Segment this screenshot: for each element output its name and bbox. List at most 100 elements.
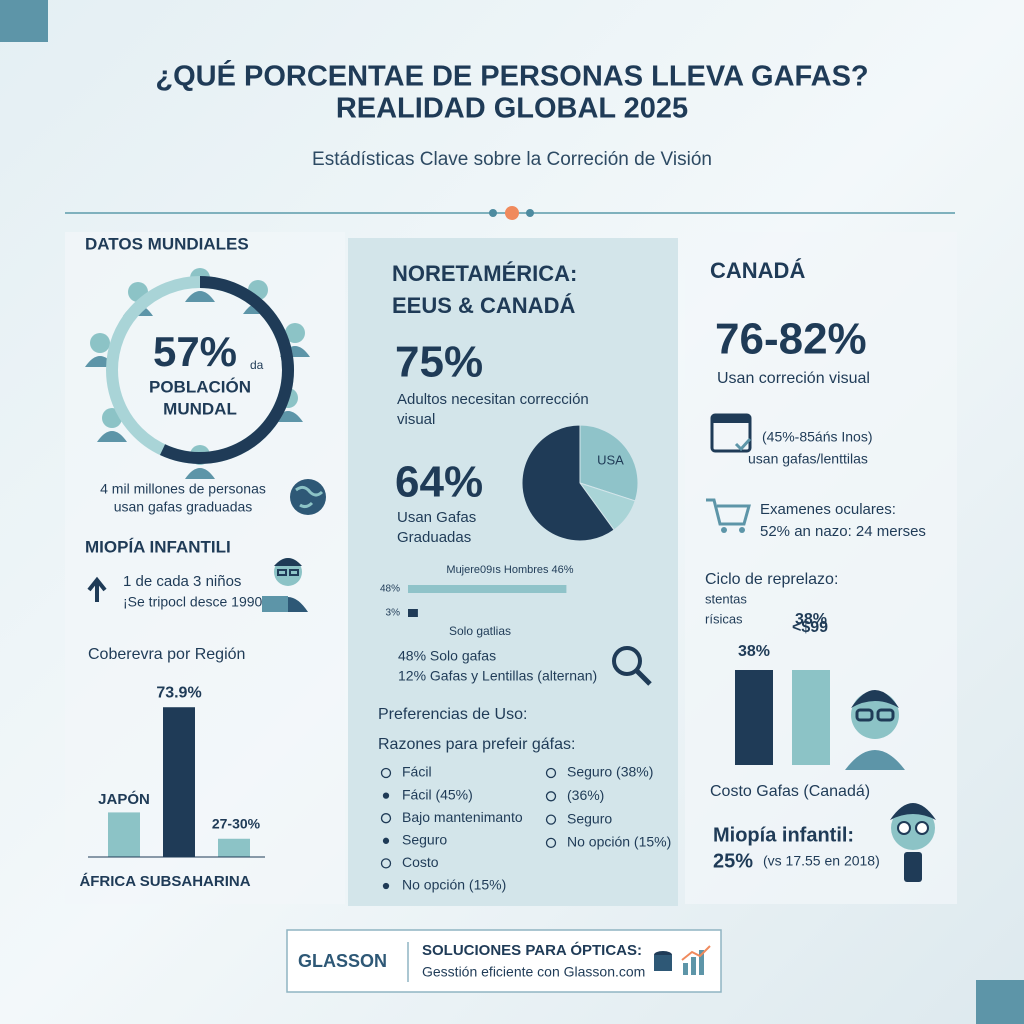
person-icon: [845, 690, 905, 770]
text: (45%-85áńs Inos): [762, 429, 873, 445]
value-label: 38%: [738, 643, 770, 660]
title: ¿QUÉ PORCENTAE DE PERSONAS LLEVA GAFAS?: [155, 59, 868, 93]
text: Usan correción visual: [717, 370, 870, 387]
heading: NORETAMÉRICA:: [392, 261, 577, 286]
kid-icon: [890, 803, 936, 882]
list-item: (36%): [567, 787, 604, 803]
magnifier-icon: [612, 646, 652, 686]
person-head: [90, 333, 110, 353]
list-item: Seguro (38%): [567, 764, 653, 780]
list-item: Seguro: [567, 810, 612, 826]
bullet: [545, 791, 557, 802]
big-stat: 57%: [153, 328, 237, 375]
bar: [735, 670, 773, 765]
kid-laptop-icon: [262, 558, 308, 612]
bar: [108, 812, 140, 857]
big-stat: 64%: [395, 458, 483, 507]
sublabel: <$99: [792, 619, 828, 636]
value-label: 3%: [386, 608, 401, 619]
pie-slice: [521, 424, 615, 542]
heading: CANADÁ: [710, 258, 805, 283]
person-head: [285, 323, 305, 343]
subtitle: Estádísticas Clave sobre la Correción de…: [312, 149, 712, 170]
globe-icon: [295, 485, 324, 509]
text: Graduadas: [397, 529, 471, 546]
bar: [408, 609, 418, 617]
text: Usan Gafas: [397, 509, 476, 526]
value-label: 38%: [795, 611, 827, 628]
text: Ciclo de reprelazo:: [705, 571, 838, 588]
text: 12% Gafas y Lentillas (alternan): [398, 668, 597, 684]
heading: Miopía infantil:: [713, 824, 854, 846]
note: usan gafas graduadas: [114, 499, 253, 515]
heading: MIOPÍA INFANTILI: [85, 537, 231, 556]
bullet: [380, 858, 392, 869]
list-item: No opción (15%): [402, 877, 506, 893]
bullet: [545, 814, 557, 825]
growth-icon: [654, 945, 711, 975]
list-item: Seguro: [402, 832, 447, 848]
pie-slice: [579, 424, 639, 502]
text: stentas: [705, 591, 747, 606]
bullet: [545, 837, 557, 849]
bullet: [382, 792, 390, 799]
bullet: [382, 882, 390, 890]
text: Examenes oculares:: [760, 501, 896, 518]
arrow-icon: [87, 576, 107, 602]
list-item: Bajo mantenimanto: [402, 809, 523, 825]
text: rísicas: [705, 611, 743, 626]
bullet: [545, 767, 557, 779]
panel: [685, 232, 957, 904]
text: Adultos necesitan corrección: [397, 391, 589, 408]
stat-suffix: da: [250, 358, 264, 372]
bar: [163, 707, 195, 857]
chart-title: Coberevra por Región: [88, 646, 245, 663]
text: usan gafas/lenttilas: [748, 451, 868, 467]
text: ¡Se tripocl desce 1990!: [123, 594, 266, 610]
heading: DATOS MUNDIALES: [85, 234, 249, 253]
annotation: JAPÓN: [98, 790, 150, 808]
bar: [792, 670, 830, 765]
person-body: [185, 468, 215, 479]
heading: EEUS & CANADÁ: [392, 293, 575, 318]
text: (vs 17.55 en 2018): [763, 853, 880, 869]
bullet: [382, 837, 390, 844]
footer-text: SOLUCIONES PARA ÓPTICAS:: [422, 941, 642, 959]
panel: [348, 238, 678, 906]
stat: 25%: [713, 850, 753, 872]
calendar-icon: [710, 413, 752, 453]
value-label: 48%: [380, 584, 400, 595]
value-label: 73.9%: [156, 684, 201, 701]
dot: [505, 206, 519, 220]
dot: [526, 209, 534, 217]
big-stat: 75%: [395, 338, 483, 387]
axis-label: Costo Gafas (Canadá): [710, 783, 870, 800]
bullet: [380, 767, 392, 779]
bar: [218, 838, 250, 857]
text: 52% an nazo: 24 merses: [760, 523, 926, 540]
bar: [408, 585, 567, 593]
heading: Preferencias de Uso:: [378, 706, 527, 723]
axis-label: ÁFRICA SUBSAHARINA: [79, 873, 250, 890]
footer-text: Gesstión eficiente con Glasson.com: [422, 964, 645, 980]
big-stat: 76-82%: [715, 315, 867, 364]
heading: Razones para prefeir gáfas:: [378, 736, 575, 753]
axis-label: Solo gatlias: [449, 624, 511, 638]
text: 1 de cada 3 niños: [123, 573, 241, 590]
pie-label: USA: [597, 452, 624, 467]
corner: [0, 0, 48, 42]
title: REALIDAD GLOBAL 2025: [336, 93, 688, 125]
person-body: [97, 431, 127, 442]
dot: [489, 209, 497, 217]
annotation: 27-30%: [212, 816, 261, 832]
brand: GLASSON: [298, 951, 387, 971]
chart-title: Mujere09ıs Hombres 46%: [446, 564, 573, 576]
circle-text: POBLACIÓN: [149, 377, 251, 396]
footer-box: [286, 929, 722, 993]
corner: [976, 980, 1024, 1024]
circle-text: MUNDAL: [163, 399, 237, 418]
ring-arc: [159, 276, 294, 464]
bullet: [380, 813, 392, 824]
